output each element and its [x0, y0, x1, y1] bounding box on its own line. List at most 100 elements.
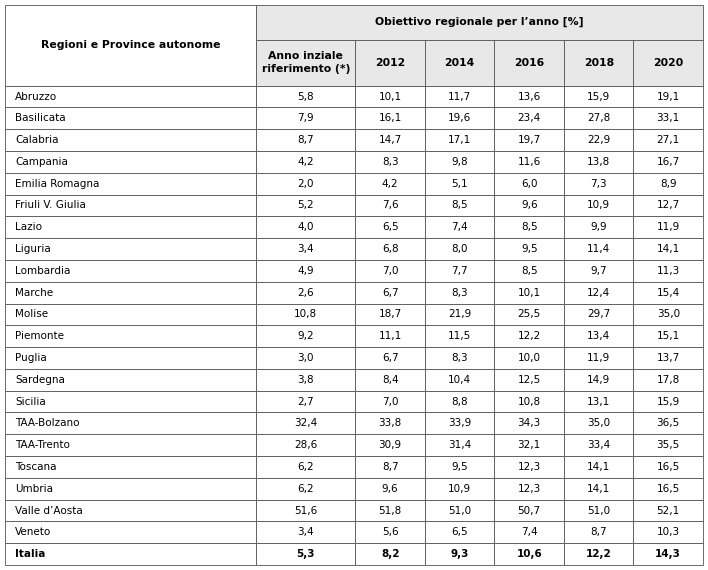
Bar	[355, 194, 425, 217]
Text: 7,7: 7,7	[452, 266, 468, 276]
Bar	[634, 151, 703, 173]
Bar	[425, 129, 494, 151]
Text: 12,7: 12,7	[656, 201, 680, 210]
Text: 3,4: 3,4	[297, 244, 314, 254]
Text: 12,5: 12,5	[518, 375, 541, 385]
Text: 19,6: 19,6	[448, 113, 472, 123]
Bar	[564, 500, 634, 522]
Bar	[494, 260, 564, 282]
Bar	[425, 500, 494, 522]
Text: 17,1: 17,1	[448, 135, 472, 145]
Bar	[355, 522, 425, 543]
Bar	[256, 217, 355, 238]
Text: 2,6: 2,6	[297, 288, 314, 298]
Text: Umbria: Umbria	[15, 484, 53, 494]
Bar	[425, 522, 494, 543]
Text: 16,5: 16,5	[656, 462, 680, 472]
Bar	[425, 390, 494, 413]
Text: 15,9: 15,9	[587, 92, 610, 101]
Text: Basilicata: Basilicata	[15, 113, 66, 123]
Bar	[634, 434, 703, 456]
Text: 28,6: 28,6	[295, 440, 317, 450]
Bar	[355, 238, 425, 260]
Bar	[5, 369, 256, 390]
Bar	[634, 325, 703, 347]
Text: 5,3: 5,3	[297, 549, 315, 559]
Text: 35,5: 35,5	[656, 440, 680, 450]
Text: 8,5: 8,5	[452, 201, 468, 210]
Text: 11,1: 11,1	[379, 331, 401, 341]
Bar	[355, 347, 425, 369]
Bar	[256, 413, 355, 434]
Text: 12,3: 12,3	[518, 484, 541, 494]
Bar	[494, 40, 564, 86]
Bar	[256, 390, 355, 413]
Text: 8,3: 8,3	[452, 288, 468, 298]
Text: 6,5: 6,5	[452, 527, 468, 538]
Bar	[5, 238, 256, 260]
Bar	[634, 173, 703, 194]
Text: 14,1: 14,1	[656, 244, 680, 254]
Bar	[494, 304, 564, 325]
Text: 13,6: 13,6	[518, 92, 541, 101]
Bar	[256, 522, 355, 543]
Bar	[494, 217, 564, 238]
Bar	[564, 260, 634, 282]
Bar	[494, 173, 564, 194]
Bar	[5, 500, 256, 522]
Bar	[634, 543, 703, 565]
Text: 52,1: 52,1	[656, 506, 680, 515]
Text: 4,2: 4,2	[382, 178, 399, 189]
Text: 11,9: 11,9	[656, 222, 680, 232]
Text: 9,2: 9,2	[297, 331, 314, 341]
Bar	[5, 194, 256, 217]
Bar	[494, 413, 564, 434]
Text: 8,8: 8,8	[452, 397, 468, 406]
Text: Puglia: Puglia	[15, 353, 47, 363]
Text: 6,8: 6,8	[382, 244, 399, 254]
Text: 34,3: 34,3	[518, 418, 541, 429]
Text: 15,9: 15,9	[656, 397, 680, 406]
Text: Lazio: Lazio	[15, 222, 42, 232]
Text: 35,0: 35,0	[657, 310, 680, 319]
Bar	[256, 5, 703, 40]
Text: 13,8: 13,8	[587, 157, 610, 167]
Bar	[425, 217, 494, 238]
Bar	[564, 347, 634, 369]
Bar	[494, 325, 564, 347]
Text: 10,9: 10,9	[448, 484, 472, 494]
Text: 36,5: 36,5	[656, 418, 680, 429]
Text: 9,6: 9,6	[521, 201, 537, 210]
Bar	[355, 434, 425, 456]
Bar	[5, 304, 256, 325]
Bar	[564, 40, 634, 86]
Text: 51,0: 51,0	[587, 506, 610, 515]
Text: 9,8: 9,8	[452, 157, 468, 167]
Bar	[355, 369, 425, 390]
Text: 7,4: 7,4	[521, 527, 537, 538]
Text: 8,7: 8,7	[382, 462, 399, 472]
Bar	[564, 434, 634, 456]
Text: 51,0: 51,0	[448, 506, 472, 515]
Text: 9,5: 9,5	[452, 462, 468, 472]
Text: 8,7: 8,7	[297, 135, 314, 145]
Text: 8,7: 8,7	[590, 527, 607, 538]
Text: 30,9: 30,9	[379, 440, 401, 450]
Bar	[256, 325, 355, 347]
Bar	[564, 217, 634, 238]
Text: Italia: Italia	[15, 549, 45, 559]
Bar	[5, 260, 256, 282]
Text: 8,9: 8,9	[660, 178, 677, 189]
Text: 5,8: 5,8	[297, 92, 314, 101]
Bar	[256, 40, 355, 86]
Bar	[256, 543, 355, 565]
Text: Emilia Romagna: Emilia Romagna	[15, 178, 99, 189]
Bar	[494, 478, 564, 500]
Bar	[425, 347, 494, 369]
Bar	[494, 369, 564, 390]
Text: 11,6: 11,6	[518, 157, 541, 167]
Text: 12,2: 12,2	[586, 549, 612, 559]
Bar	[494, 282, 564, 304]
Text: 19,7: 19,7	[518, 135, 541, 145]
Bar	[494, 86, 564, 107]
